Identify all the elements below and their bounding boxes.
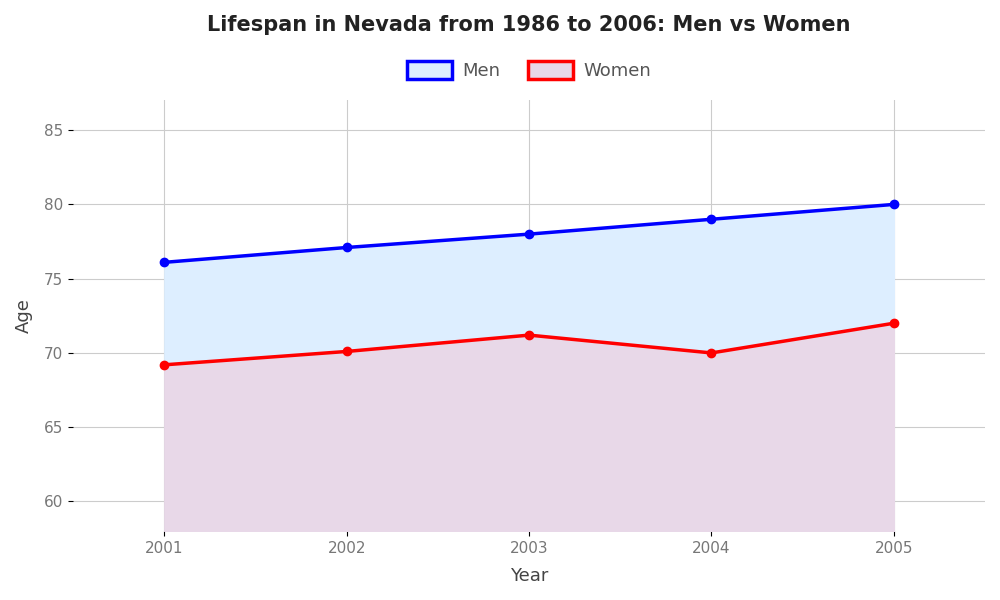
Y-axis label: Age: Age xyxy=(15,298,33,333)
X-axis label: Year: Year xyxy=(510,567,548,585)
Legend: Men, Women: Men, Women xyxy=(399,53,659,87)
Title: Lifespan in Nevada from 1986 to 2006: Men vs Women: Lifespan in Nevada from 1986 to 2006: Me… xyxy=(207,15,851,35)
